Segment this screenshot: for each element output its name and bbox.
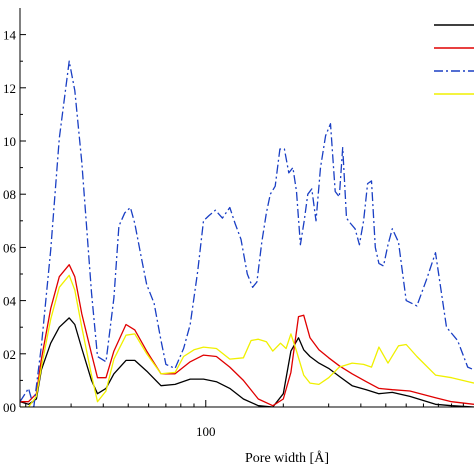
y-tick-label: 14 bbox=[3, 28, 17, 43]
y-tick-label: 02 bbox=[3, 347, 16, 362]
series-layer bbox=[20, 60, 474, 407]
y-tick-label: 00 bbox=[3, 400, 16, 415]
y-tick-label: 06 bbox=[3, 240, 17, 255]
x-tick-label: 100 bbox=[196, 424, 216, 439]
y-tick-label: 12 bbox=[3, 81, 16, 96]
y-tick-label: 10 bbox=[3, 134, 16, 149]
y-tick-label: 04 bbox=[3, 294, 17, 309]
series-line-2 bbox=[20, 264, 474, 407]
axes-layer: 00 02 04 06 08 10 12 14 100 bbox=[3, 8, 474, 439]
series-line-3 bbox=[20, 60, 474, 407]
series-line-4 bbox=[20, 274, 474, 407]
legend bbox=[434, 24, 474, 95]
y-tick-label: 08 bbox=[3, 187, 16, 202]
series-line-1 bbox=[20, 317, 474, 407]
x-axis-title: Pore width [Å] bbox=[245, 450, 329, 466]
